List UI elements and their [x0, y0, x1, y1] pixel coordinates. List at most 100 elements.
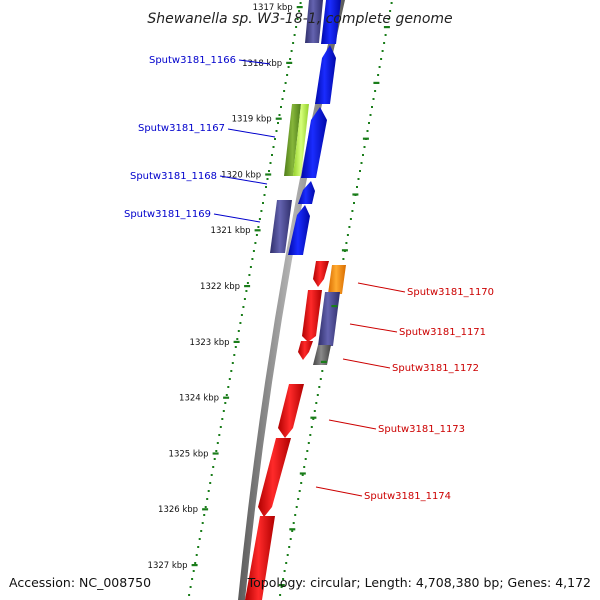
tick-dot [207, 490, 210, 492]
gene-arrow-1165b [321, 0, 341, 44]
kbp-tick-left [223, 396, 230, 399]
tick-dot [380, 58, 383, 60]
tick-dot [280, 106, 282, 108]
tick-dot [237, 330, 240, 332]
kbp-tick-left [212, 452, 219, 455]
tick-dot [374, 90, 377, 92]
callout-line-1166 [238, 59, 271, 65]
kbp-label: 1327 kbp [148, 561, 188, 571]
gene-arrow-1173 [278, 384, 304, 438]
tick-dot [299, 2, 302, 4]
tick-dot [366, 130, 369, 132]
kbp-tick-left [244, 285, 251, 288]
tick-dot [368, 122, 370, 124]
tick-dot [360, 162, 363, 164]
tick-dot [313, 410, 316, 412]
tick-dot [194, 562, 197, 564]
gene-label-1168: Sputw3181_1168 [130, 171, 217, 182]
tick-dot [212, 466, 215, 468]
tick-dot [281, 98, 284, 100]
kbp-tick-left [286, 61, 293, 64]
tick-dot [298, 490, 301, 492]
tick-dot [280, 586, 283, 588]
kbp-label: 1326 kbp [158, 505, 198, 515]
tick-dot [233, 354, 236, 356]
gene-arrow-1165 [305, 0, 323, 43]
gene-arrow-1168b [298, 181, 315, 204]
tick-dot [295, 26, 298, 28]
tick-dot [285, 562, 288, 564]
gene-callouts: Sputw3181_1166 Sputw3181_1167 Sputw3181_… [124, 55, 494, 502]
tick-dot [390, 2, 393, 4]
tick-dot [260, 210, 263, 212]
tick-dot [307, 442, 310, 444]
tick-dot [318, 386, 321, 388]
callout-line-1173 [328, 419, 377, 430]
tick-dot [236, 338, 239, 340]
callout-line-1167 [227, 128, 276, 138]
kbp-tick-right [320, 360, 327, 363]
kbp-label: 1319 kbp [232, 115, 272, 125]
forward-genes [270, 0, 341, 255]
gene-label-1170: Sputw3181_1170 [407, 287, 494, 298]
tick-dot [356, 186, 358, 188]
kbp-tick-right [278, 584, 285, 587]
tick-dot [363, 146, 366, 148]
tick-dot [351, 210, 354, 212]
tick-dot [377, 74, 380, 76]
tick-dot [384, 34, 387, 36]
kbp-tick-right [310, 416, 317, 419]
tick-dot [201, 522, 204, 524]
kbp-label: 1320 kbp [221, 170, 261, 180]
tick-dot [274, 138, 276, 140]
tick-dot [319, 378, 322, 380]
kbp-tick-right [383, 26, 390, 29]
tick-dot [263, 194, 266, 196]
tick-dot [342, 258, 345, 260]
tick-dot [383, 42, 386, 44]
tick-dot [218, 434, 221, 436]
tick-dot [300, 482, 303, 484]
kbp-label: 1318 kbp [242, 59, 282, 69]
tick-dot [293, 34, 296, 36]
map-title: Shewanella sp. W3-18-1, complete genome [147, 11, 452, 27]
tick-dot [255, 234, 258, 236]
tick-dot [227, 386, 230, 388]
tick-dot [291, 530, 294, 532]
tick-dot [381, 50, 384, 52]
tick-dot [245, 290, 248, 292]
tick-dot [279, 594, 282, 596]
tick-dot [372, 98, 375, 100]
tick-dot [258, 218, 261, 220]
callout-line-1168 [219, 175, 268, 185]
tick-dot [230, 370, 233, 372]
gene-label-1171: Sputw3181_1171 [399, 327, 486, 338]
tick-dot [221, 418, 224, 420]
tick-dot [298, 10, 301, 12]
tick-dot [269, 162, 272, 164]
tick-dot [213, 458, 216, 460]
tick-dot [312, 418, 315, 420]
tick-dot [188, 594, 191, 596]
gene-label-1173: Sputw3181_1173 [378, 424, 465, 435]
kbp-label: 1317 kbp [253, 3, 293, 13]
tick-dot [310, 426, 313, 428]
accession-text: Accession: NC_008750 [9, 575, 151, 590]
kbp-label: 1325 kbp [169, 449, 209, 459]
gene-arrow-1172a [298, 341, 313, 360]
tick-dot [272, 146, 275, 148]
kbp-tick-right [341, 249, 348, 252]
tick-track-left [188, 2, 302, 596]
gene-arrow-1174a [258, 438, 291, 517]
tick-dot [306, 450, 309, 452]
gene-arrow-1174b [245, 516, 275, 600]
tick-dot [224, 402, 227, 404]
gene-arrow-1167-light [293, 104, 309, 176]
tick-dot [286, 74, 289, 76]
tick-dot [189, 586, 192, 588]
topology-text: Topology: circular; Length: 4,708,380 bp… [247, 575, 591, 590]
kbp-tick-right [352, 193, 359, 196]
kbp-tick-left [265, 173, 272, 176]
kbp-tick-right [362, 137, 369, 140]
tick-dot [309, 434, 312, 436]
